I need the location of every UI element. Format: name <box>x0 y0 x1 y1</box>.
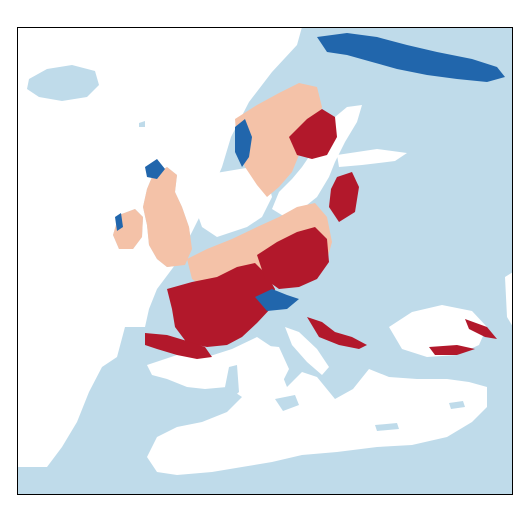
adriatic-sea <box>285 327 329 375</box>
strong-gain-pyrenees <box>145 333 212 359</box>
gulf-of-finland <box>337 149 407 167</box>
loss-alps <box>255 289 299 311</box>
loss-west-ireland <box>115 213 123 231</box>
caspian-sea <box>505 272 513 327</box>
sicily <box>275 395 299 411</box>
sardinia-corsica <box>225 365 239 399</box>
weak-gain-scandinavia <box>235 83 322 197</box>
baltic-sea <box>272 105 362 217</box>
loss-areas <box>115 33 505 311</box>
map-frame <box>17 27 513 495</box>
strong-gain-sweden <box>289 109 337 159</box>
strong-gain-france <box>167 263 275 347</box>
cyprus <box>449 401 465 409</box>
strong-gain-black-sea-coast <box>429 345 475 355</box>
strong-gain-balkans <box>307 317 367 349</box>
tyrrhenian-sea <box>255 345 289 389</box>
loss-scotland <box>145 159 165 179</box>
north-sea <box>192 167 272 237</box>
iceland <box>27 65 99 101</box>
faroe-islands <box>139 121 145 127</box>
black-sea <box>389 305 487 357</box>
strong-gain-areas <box>145 109 497 359</box>
range-map <box>17 27 513 495</box>
loss-norway-coast <box>235 119 252 167</box>
strong-gain-germany-poland <box>257 227 329 289</box>
crete <box>375 423 399 431</box>
strong-gain-caucasus <box>465 319 497 339</box>
loss-north-scandinavia <box>317 33 505 82</box>
weak-gain-britain <box>143 167 192 267</box>
map-border <box>17 27 513 495</box>
strong-gain-baltic-states <box>329 172 359 222</box>
